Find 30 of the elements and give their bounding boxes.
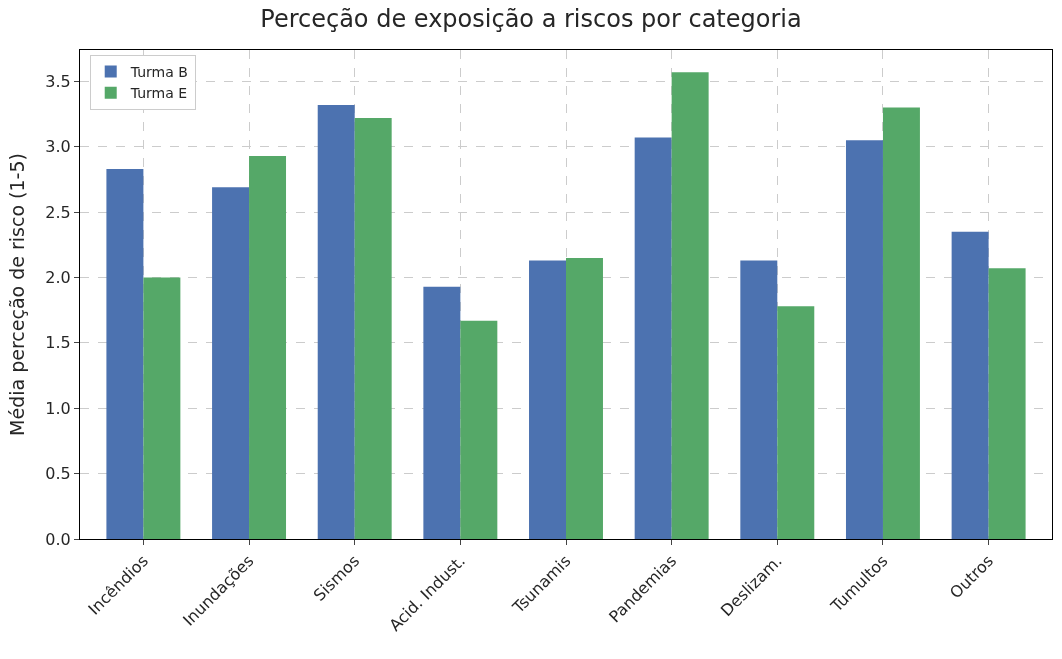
bar — [529, 260, 566, 539]
y-tick-label: 3.0 — [45, 137, 71, 157]
bar — [988, 268, 1026, 539]
bar — [671, 72, 709, 539]
y-tick-label: 0.5 — [45, 464, 71, 484]
bar — [249, 155, 287, 539]
bar — [882, 107, 920, 539]
chart-title: Perceção de exposição a riscos por categoria — [260, 4, 802, 33]
y-tick-label: 2.0 — [45, 268, 71, 288]
bar — [951, 231, 989, 539]
y-tick-label: 2.5 — [45, 202, 71, 222]
y-axis-title: Média perceção de risco (1-5) — [6, 153, 29, 436]
bar — [460, 320, 498, 539]
bar — [354, 117, 392, 539]
y-tick-label: 3.5 — [45, 71, 71, 91]
y-tick-label: 0.0 — [45, 529, 71, 549]
bar — [423, 286, 461, 539]
legend-label: Turma E — [129, 85, 188, 102]
bar — [740, 260, 778, 539]
bar — [317, 104, 355, 539]
bar — [143, 277, 181, 539]
y-tick-label: 1.5 — [45, 333, 71, 353]
bar — [634, 137, 672, 539]
y-tick-label: 1.0 — [45, 398, 71, 418]
bar — [566, 257, 603, 539]
legend-label: Turma B — [129, 63, 188, 80]
bar — [106, 168, 144, 539]
bar — [777, 306, 815, 539]
bar — [845, 140, 883, 539]
bar — [212, 187, 250, 539]
